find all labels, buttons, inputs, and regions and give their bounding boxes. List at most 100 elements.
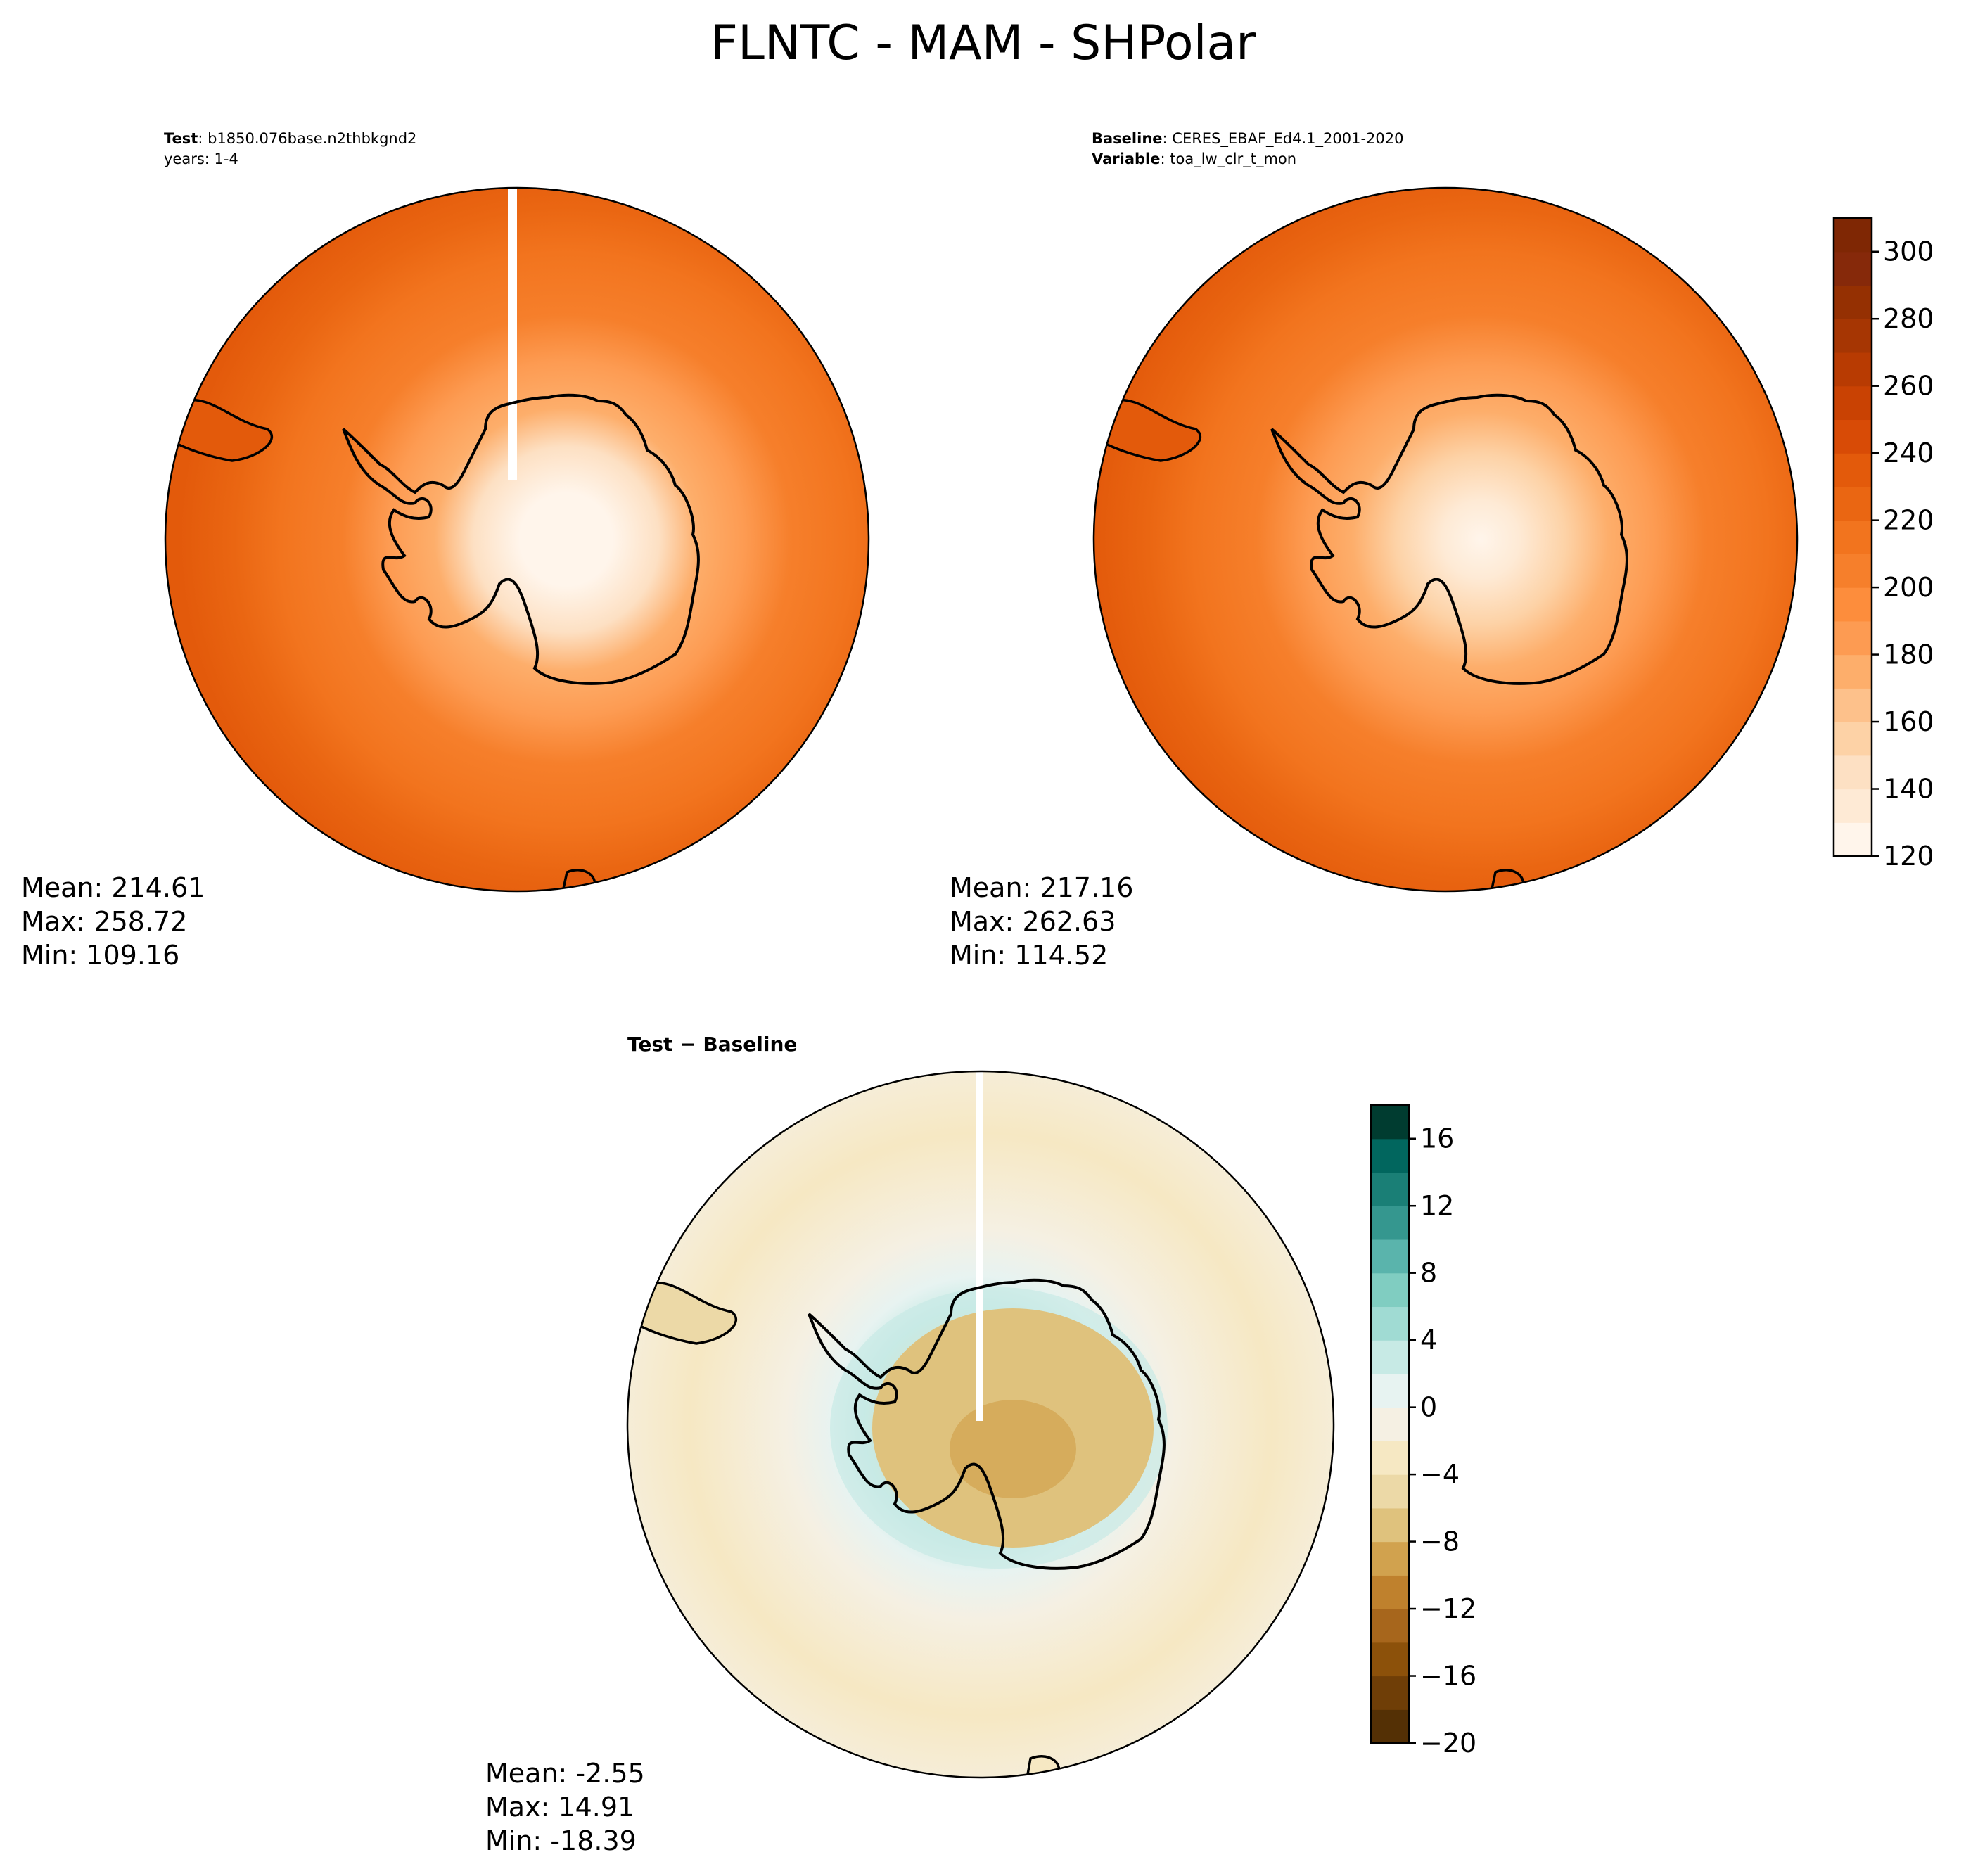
colorbar-bottom-level-swatch	[1371, 1676, 1409, 1710]
baseline-dataset-name: CERES_EBAF_Ed4.1_2001-2020	[1172, 130, 1404, 147]
colorbar-top-tick-label: 120	[1883, 841, 1934, 872]
test-map	[164, 186, 870, 893]
colorbar-top-level-swatch	[1834, 789, 1872, 823]
baseline-map-boundary	[1092, 186, 1799, 893]
colorbar-top-level-swatch	[1834, 453, 1872, 487]
figure-title: FLNTC - MAM - SHPolar	[710, 15, 1256, 71]
colorbar-top-tick-label: 160	[1883, 706, 1934, 737]
colorbar-top-tick-label: 300	[1883, 236, 1934, 267]
colorbar-top-level-swatch	[1834, 419, 1872, 454]
colorbar-top-level-swatch	[1834, 554, 1872, 588]
diff-max: Max: 14.91	[485, 1792, 635, 1823]
colorbar-top-level-swatch	[1834, 755, 1872, 790]
colorbar-top-level-swatch	[1834, 319, 1872, 353]
colorbar-bottom-level-swatch	[1371, 1272, 1409, 1308]
diff-min: Min: -18.39	[485, 1825, 637, 1856]
colorbar-top-level-swatch	[1834, 620, 1872, 656]
baseline-south-america-tip	[1103, 398, 1201, 462]
colorbar-bottom-level-swatch	[1371, 1138, 1409, 1173]
test-map-boundary	[164, 186, 870, 893]
colorbar-bottom-tick-label: 12	[1420, 1190, 1454, 1221]
diff-mean: Mean: -2.55	[485, 1758, 645, 1789]
test-stats: Mean: 214.61 Max: 258.72 Min: 109.16	[21, 871, 205, 972]
colorbar-bottom-tick-label: −8	[1420, 1526, 1460, 1557]
baseline-new-zealand	[1489, 869, 1525, 891]
colorbar-top-level-swatch	[1834, 688, 1872, 722]
colorbar-top-tick-label: 220	[1883, 505, 1934, 536]
colorbar-top-level-swatch	[1834, 722, 1872, 756]
test-antarctica-outline	[342, 393, 700, 685]
diff-map	[626, 1070, 1335, 1779]
colorbar-bottom-level-swatch	[1371, 1340, 1409, 1374]
test-map-field	[165, 188, 869, 891]
baseline-label-key: Baseline	[1092, 130, 1163, 147]
colorbar-bottom: −20 −16 −12 −8 −4 0 4 8 12 16	[1370, 1104, 1476, 1759]
colorbar-bottom-tick-label: −12	[1420, 1593, 1476, 1624]
test-header: Test: b1850.076base.n2thbkgnd2 years: 1-…	[164, 129, 416, 170]
colorbar-bottom-tick-label: −20	[1420, 1728, 1476, 1759]
colorbar-bottom-level-swatch	[1371, 1239, 1409, 1274]
baseline-variable-name: toa_lw_clr_t_mon	[1170, 151, 1297, 167]
diff-new-zealand	[1025, 1755, 1061, 1778]
test-min: Min: 109.16	[21, 940, 180, 971]
test-label-key: Test	[164, 130, 198, 147]
colorbar-top-level-swatch	[1834, 285, 1872, 319]
colorbar-bottom-tick-label: 0	[1420, 1392, 1437, 1423]
colorbar-bottom-tick-label: 8	[1420, 1258, 1437, 1289]
colorbar-top-level-swatch	[1834, 654, 1872, 689]
diff-south-america-tip	[639, 1281, 737, 1345]
colorbar-bottom-tick-label: 16	[1420, 1123, 1454, 1154]
diff-strong-negative-core	[950, 1400, 1076, 1498]
colorbar-bottom-level-swatch	[1371, 1407, 1409, 1441]
colorbar-bottom-level-swatch	[1371, 1507, 1409, 1543]
test-mean: Mean: 214.61	[21, 872, 205, 903]
colorbar-bottom-level-swatch	[1371, 1105, 1409, 1140]
colorbar-top-level-swatch	[1834, 520, 1872, 554]
colorbar-top: 120 140 160 180 200 220 240 260 280 300	[1832, 217, 1934, 872]
colorbar-bottom-level-swatch	[1371, 1373, 1409, 1408]
colorbar-bottom-level-swatch	[1371, 1541, 1409, 1576]
colorbar-bottom-level-swatch	[1371, 1642, 1409, 1677]
colorbar-top-level-swatch	[1834, 822, 1872, 857]
colorbar-bottom-level-swatch	[1371, 1709, 1409, 1744]
baseline-min: Min: 114.52	[950, 940, 1109, 971]
colorbar-top-tick-label: 140	[1883, 774, 1934, 805]
colorbar-bottom-level-swatch	[1371, 1441, 1409, 1475]
colorbar-top-level-swatch	[1834, 486, 1872, 521]
colorbar-top-tick-label: 200	[1883, 572, 1934, 603]
colorbar-top-tick-label: 240	[1883, 438, 1934, 468]
colorbar-bottom-level-swatch	[1371, 1172, 1409, 1206]
colorbar-top-level-swatch	[1834, 385, 1872, 421]
colorbar-top-level-swatch	[1834, 587, 1872, 622]
test-case-name: b1850.076base.n2thbkgnd2	[208, 130, 417, 147]
diff-stats: Mean: -2.55 Max: 14.91 Min: -18.39	[485, 1756, 645, 1858]
colorbar-bottom-tick-label: −4	[1420, 1459, 1460, 1490]
colorbar-top-frame	[1832, 217, 1873, 857]
diff-map-boundary	[626, 1070, 1335, 1779]
test-years: years: 1-4	[164, 151, 238, 167]
colorbar-bottom-level-swatch	[1371, 1306, 1409, 1341]
colorbar-top-tick-label: 280	[1883, 303, 1934, 334]
baseline-stats: Mean: 217.16 Max: 262.63 Min: 114.52	[950, 871, 1133, 972]
baseline-max: Max: 262.63	[950, 906, 1116, 937]
diff-missing-data-stripe	[976, 1071, 983, 1421]
colorbar-bottom-tick-label: −16	[1420, 1661, 1476, 1692]
colorbar-bottom-level-swatch	[1371, 1206, 1409, 1240]
colorbar-top-tick-label: 260	[1883, 371, 1934, 402]
baseline-map-field	[1094, 188, 1797, 891]
colorbar-top-level-swatch	[1834, 251, 1872, 286]
baseline-mean: Mean: 217.16	[950, 872, 1134, 903]
diff-panel-title: Test − Baseline	[627, 1033, 798, 1056]
test-new-zealand	[561, 869, 596, 891]
diff-antarctica-outline	[808, 1278, 1166, 1570]
baseline-header: Baseline: CERES_EBAF_Ed4.1_2001-2020 Var…	[1092, 130, 1404, 167]
baseline-antarctica-outline	[1270, 393, 1628, 685]
baseline-variable-key: Variable	[1092, 151, 1161, 167]
colorbar-top-tick-label: 180	[1883, 639, 1934, 670]
colorbar-bottom-frame	[1370, 1104, 1410, 1744]
colorbar-bottom-tick-label: 4	[1420, 1325, 1437, 1355]
colorbar-top-level-swatch	[1834, 352, 1872, 387]
test-max: Max: 258.72	[21, 906, 188, 937]
